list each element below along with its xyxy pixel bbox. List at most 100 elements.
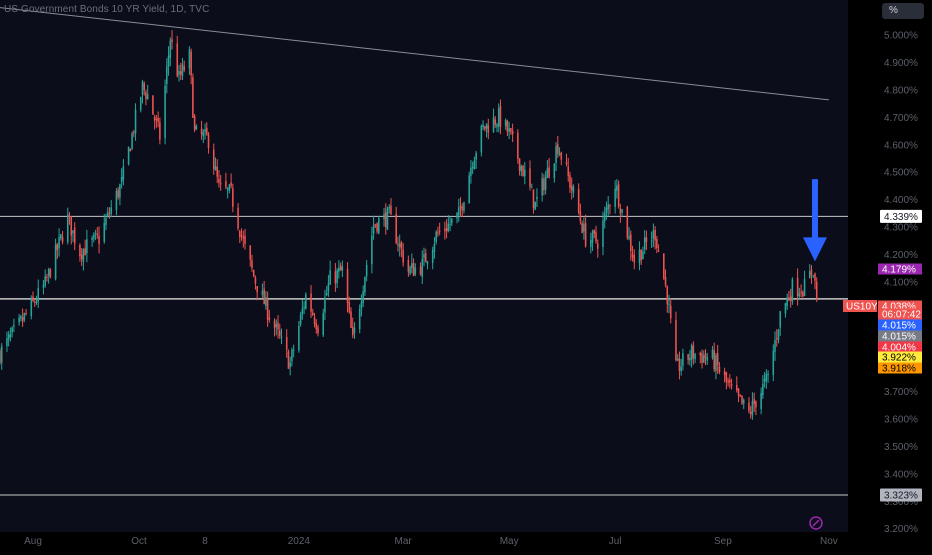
y-tick-label: 4.900% bbox=[884, 58, 918, 69]
candle-body bbox=[376, 223, 378, 232]
candle-body bbox=[456, 212, 458, 218]
candle-body bbox=[44, 276, 46, 286]
candle-body bbox=[447, 223, 450, 231]
candle-body bbox=[400, 242, 403, 249]
candle-body bbox=[616, 185, 618, 191]
candle-body bbox=[192, 77, 194, 118]
candle-body bbox=[473, 160, 476, 170]
candle-body bbox=[788, 297, 790, 300]
candle-body bbox=[251, 260, 253, 269]
y-tick-label: 3.400% bbox=[884, 469, 918, 480]
candle-body bbox=[179, 71, 182, 75]
candle-body bbox=[424, 253, 427, 263]
candle-body bbox=[530, 187, 533, 189]
candle-body bbox=[237, 207, 239, 229]
candle-body bbox=[534, 201, 536, 210]
candle-body bbox=[207, 134, 210, 149]
candle-body bbox=[522, 165, 524, 177]
candle-body bbox=[749, 411, 752, 414]
candle-body bbox=[739, 394, 742, 397]
candle-body bbox=[73, 227, 76, 244]
y-tick-label: 4.400% bbox=[884, 195, 918, 206]
candle-body bbox=[291, 349, 293, 361]
candle-body bbox=[786, 297, 788, 306]
candle-body bbox=[388, 206, 391, 209]
candle-body bbox=[6, 338, 8, 347]
percent-scale-button[interactable]: % bbox=[882, 3, 924, 19]
candle-body bbox=[584, 223, 587, 247]
x-tick-label: Sep bbox=[714, 536, 732, 547]
y-tick-label: 4.700% bbox=[884, 113, 918, 124]
x-tick-label: Oct bbox=[131, 536, 147, 547]
candle-body bbox=[791, 279, 794, 302]
y-tick-label: 4.300% bbox=[884, 223, 918, 234]
candle-body bbox=[398, 243, 401, 247]
candle-body bbox=[18, 317, 20, 323]
y-tick-label: 4.600% bbox=[884, 140, 918, 151]
price-badge: 4.038% bbox=[882, 302, 916, 313]
candle-body bbox=[760, 393, 762, 410]
symbol-label: US10Y bbox=[846, 302, 878, 313]
candle-body bbox=[176, 43, 179, 77]
candle-body bbox=[193, 115, 196, 131]
candle-body bbox=[544, 177, 547, 190]
candle-body bbox=[617, 184, 620, 207]
candle-body bbox=[765, 373, 768, 381]
candle-body bbox=[444, 228, 446, 231]
candle-body bbox=[524, 169, 526, 177]
candles bbox=[0, 30, 818, 420]
candle-body bbox=[723, 371, 726, 375]
candle-body bbox=[579, 211, 582, 222]
candle-body bbox=[315, 323, 318, 330]
candle-body bbox=[145, 92, 147, 100]
candle-body bbox=[358, 308, 361, 330]
candle-body bbox=[20, 316, 22, 319]
candle-body bbox=[706, 357, 709, 361]
candle-body bbox=[0, 350, 1, 363]
candle-body bbox=[626, 206, 629, 238]
candle-body bbox=[485, 123, 488, 129]
candle-body bbox=[298, 325, 300, 351]
candle-body bbox=[285, 336, 288, 350]
candle-body bbox=[518, 158, 521, 171]
candle-body bbox=[239, 230, 241, 237]
candle-body bbox=[603, 213, 606, 222]
candle-body bbox=[666, 285, 669, 305]
candle-body bbox=[341, 266, 344, 271]
candle-body bbox=[25, 313, 27, 315]
candle-body bbox=[678, 358, 681, 372]
candle-body bbox=[127, 146, 130, 165]
candle-body bbox=[317, 327, 319, 334]
candle-body bbox=[702, 355, 705, 363]
candle-body bbox=[716, 353, 719, 366]
candle-body bbox=[9, 334, 12, 337]
candle-body bbox=[687, 354, 689, 360]
y-tick-label: 3.300% bbox=[884, 497, 918, 508]
level-price-label: 3.323% bbox=[884, 490, 918, 501]
candle-body bbox=[310, 293, 312, 312]
candle-body bbox=[640, 249, 642, 261]
candle-body bbox=[543, 178, 545, 191]
candle-body bbox=[633, 255, 636, 263]
candle-body bbox=[383, 213, 385, 220]
candle-body bbox=[468, 175, 470, 204]
candle-body bbox=[292, 349, 295, 351]
candle-body bbox=[591, 230, 594, 243]
candle-body bbox=[13, 324, 15, 327]
candle-body bbox=[409, 267, 411, 274]
candle-body bbox=[800, 291, 802, 294]
candle-body bbox=[459, 205, 462, 208]
candle-body bbox=[35, 301, 38, 303]
candle-body bbox=[143, 83, 146, 90]
bar-countdown-label-bg bbox=[878, 308, 922, 320]
candle-body bbox=[802, 292, 804, 297]
candle-body bbox=[21, 317, 24, 322]
candle-body bbox=[249, 245, 252, 260]
candle-body bbox=[256, 285, 258, 293]
candle-body bbox=[789, 296, 792, 301]
candle-body bbox=[798, 293, 801, 297]
candle-body bbox=[669, 305, 672, 319]
candle-body bbox=[412, 263, 415, 277]
